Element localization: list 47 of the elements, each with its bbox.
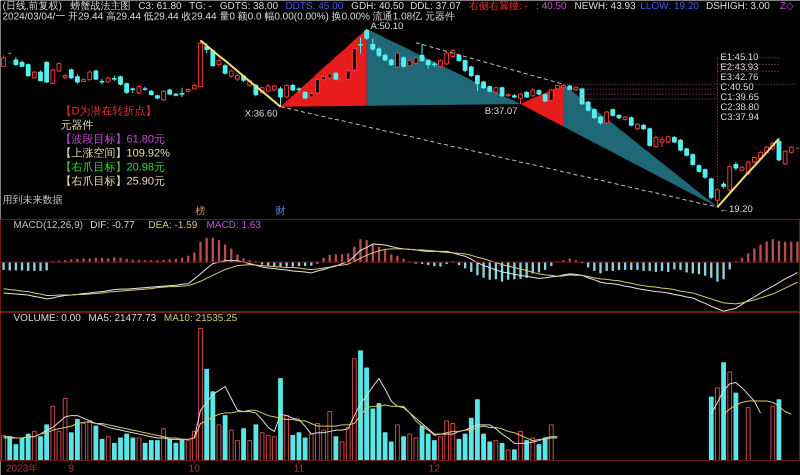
- annotation: ←19.20: [720, 204, 753, 215]
- annotation: 榜: [196, 205, 206, 217]
- annotation: 【波段目标】61.80元: [60, 132, 166, 146]
- annotation: C2:38.80: [720, 102, 759, 114]
- x-tick-label: 11: [294, 464, 305, 474]
- text: 螃蟹战法主图: [70, 0, 130, 12]
- text: : 40.50: [536, 1, 568, 12]
- text: DEA: -1.59: [148, 220, 198, 231]
- chart-title: MACD(12,26,9): [14, 220, 83, 231]
- text: Z◇: [780, 1, 794, 12]
- annotation: 元器件: [60, 120, 94, 132]
- text: C3: 61.80: [138, 1, 182, 12]
- text: LLOW: 19.20: [640, 1, 700, 12]
- x-tick-label: 10: [188, 464, 200, 474]
- chart-title: VOLUME: 0.00: [14, 313, 82, 324]
- text: DIF: -0.77: [90, 220, 136, 231]
- annotation: 【D为潜在转折点】: [60, 104, 156, 118]
- text: MA10: 21535.25: [164, 313, 238, 324]
- annotation: E1:45.10: [720, 52, 758, 64]
- annotation: E2:43.93: [720, 62, 758, 74]
- text: GDH: 40.50: [351, 1, 404, 12]
- annotation: C3:37.94: [720, 112, 759, 124]
- text: 右侧右翼腰: -: [468, 0, 528, 12]
- chart-subtitle: 2024/03/04/一 开29.44 高29.44 低29.44 收29.44 量0 额0.0 幅0.00(0.00%) 换0.00% 流通1.08亿 元器件: [2, 10, 455, 22]
- text: MA5: 21477.73: [88, 313, 157, 324]
- x-tick-label: 12: [428, 464, 440, 474]
- text: DSHIGH: 3.00: [706, 1, 770, 12]
- annotation: X:36.60: [244, 108, 278, 120]
- x-tick-label: 2023年: [6, 462, 38, 474]
- x-tick-label: 9: [68, 464, 74, 474]
- text: MACD: 1.63: [206, 220, 262, 231]
- annotation: 【右爪目标】25.90元: [60, 174, 166, 188]
- chart-title: (日线,前复权): [2, 0, 62, 12]
- annotation: 【上涨空间】109.92%: [60, 146, 170, 160]
- annotation: A:50.10: [370, 20, 404, 32]
- text: TG: -: [189, 1, 212, 12]
- annotation: C1:39.65: [720, 92, 759, 104]
- text: GDTS: 38.00: [220, 1, 279, 12]
- annotation: 财: [276, 205, 286, 217]
- annotation: E3:42.76: [720, 72, 758, 84]
- annotation: 用到未来数据: [2, 194, 62, 206]
- annotation: 【右爪目标】20.98元: [60, 160, 166, 174]
- text: DDL: 37.07: [410, 1, 462, 12]
- text: DDTS: 45.00: [285, 1, 344, 12]
- text: NEWH: 43.93: [574, 1, 636, 12]
- annotation: B:37.07: [484, 106, 518, 118]
- annotation: C:40.50: [720, 82, 754, 94]
